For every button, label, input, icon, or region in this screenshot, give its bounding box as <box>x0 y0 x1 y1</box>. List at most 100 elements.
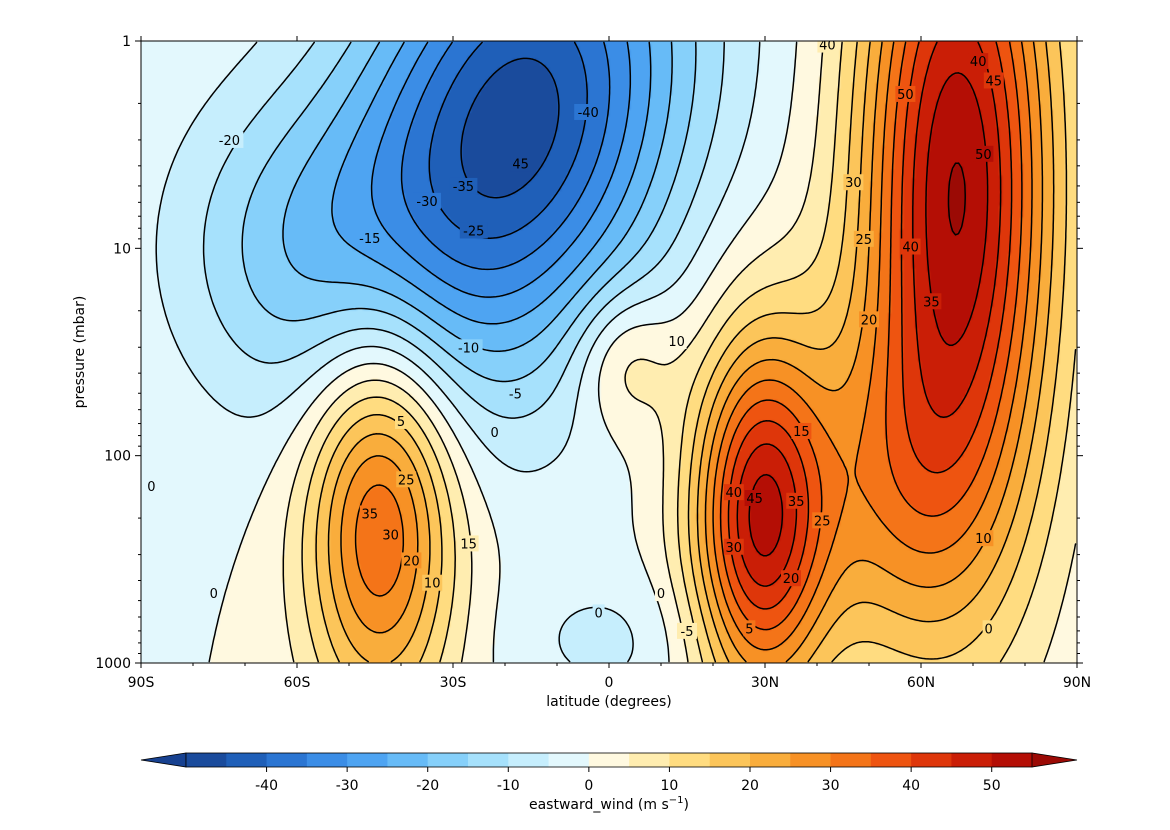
contour-label: 40 <box>726 486 743 501</box>
contour-label-background <box>380 526 401 543</box>
contour-label-background <box>145 477 158 494</box>
colorbar-swatch <box>629 753 670 767</box>
contour-label-background <box>207 585 220 602</box>
contour-label-background <box>983 72 1004 89</box>
colorbar-tick-label: -10 <box>497 778 520 794</box>
contour-label-background <box>574 103 603 120</box>
contour-label-background <box>488 424 501 441</box>
contour-line-15 <box>315 41 1068 663</box>
contour-label: 15 <box>793 425 810 440</box>
contour-label: 0 <box>147 480 155 495</box>
colorbar-swatch <box>186 753 227 767</box>
colorbar-swatch <box>588 753 630 767</box>
colorbar: -40 -30 -20 -10 0 10 20 30 40 50 <box>140 752 1078 794</box>
contour-label-background <box>859 311 879 328</box>
contour-label: 35 <box>362 507 379 522</box>
contour-line-0 <box>208 41 798 663</box>
colorbar-tick-label: -30 <box>336 778 359 794</box>
contour-label: 0 <box>490 426 498 441</box>
contour-label: 5 <box>397 415 405 430</box>
contour-label-background <box>744 489 765 506</box>
contour-line-45 <box>736 41 1002 587</box>
x-tick-label: 60N <box>907 675 935 691</box>
colorbar-swatch <box>911 753 952 767</box>
contour-label: 40 <box>819 39 836 54</box>
contour-label-background <box>395 412 407 429</box>
x-axis: 90S 60S 30S 0 30N 60N 90N <box>128 36 1091 691</box>
y-tick-label: 1000 <box>95 656 131 672</box>
colorbar-extend-high <box>1031 752 1078 768</box>
contour-label-background <box>454 339 483 356</box>
colorbar-tick-label: 50 <box>983 778 1001 794</box>
y-axis-label: pressure (mbar) <box>72 296 88 409</box>
contour-label: 25 <box>398 473 415 488</box>
contour-label-background <box>401 552 422 569</box>
colorbar-tick-label: -40 <box>255 778 278 794</box>
colorbar-swatch <box>709 753 751 767</box>
contour-label: 10 <box>424 577 441 592</box>
colorbar-tick-label: -20 <box>416 778 439 794</box>
colorbar-swatch <box>750 753 791 767</box>
contour-line-35 <box>719 41 1023 631</box>
contour-label-background <box>973 145 994 162</box>
contour-label: 35 <box>923 295 940 310</box>
contour-label-background <box>666 333 687 350</box>
colorbar-swatch <box>306 753 348 767</box>
contour-field <box>141 41 1077 663</box>
contour-label-background <box>743 620 756 637</box>
contour-label: 0 <box>594 606 602 621</box>
colorbar-label-text: eastward_wind (m s <box>529 797 669 813</box>
contour-label-background <box>900 238 921 255</box>
contour-lines <box>155 41 1077 663</box>
colorbar-label-close: ) <box>684 797 689 813</box>
contour-label: 25 <box>814 514 831 529</box>
x-tick-label: 90N <box>1063 675 1091 691</box>
contour-label: 0 <box>657 587 665 602</box>
contour-label: -40 <box>578 106 599 121</box>
contour-label-background <box>812 512 833 529</box>
contour-label: 20 <box>403 554 420 569</box>
contour-label-background <box>781 570 801 587</box>
contour-label: 50 <box>897 88 914 103</box>
contour-label-background <box>422 574 443 591</box>
colorbar-tick-label: 20 <box>741 778 759 794</box>
colorbar-swatch <box>870 753 912 767</box>
colorbar-swatch <box>266 753 308 767</box>
contour-label: -15 <box>359 232 380 247</box>
contour-label-background <box>723 484 744 501</box>
colorbar-swatch <box>387 753 429 767</box>
contour-label: 10 <box>668 335 685 350</box>
contour-line--35 <box>400 41 611 271</box>
colorbar-tick-label: 30 <box>822 778 840 794</box>
colorbar-tick-label: 40 <box>902 778 920 794</box>
contour-label-background <box>677 622 697 639</box>
contour-label: 20 <box>783 572 800 587</box>
contour-label: -20 <box>219 134 240 149</box>
contour-line--20 <box>282 41 673 353</box>
contour-label: 5 <box>745 622 753 637</box>
contour-label: -5 <box>509 387 522 402</box>
contour-label-background <box>359 505 380 522</box>
contour-label-background <box>459 222 488 239</box>
x-axis-label: latitude (degrees) <box>546 694 671 710</box>
contour-label: 40 <box>902 241 919 256</box>
y-tick-label: 10 <box>113 241 131 257</box>
plot-area: -20-4045-35-30-25-15-10-5502535302015100… <box>140 39 1078 664</box>
contour-label-background <box>982 620 995 637</box>
contour-label: 45 <box>746 492 763 507</box>
contour-label: 30 <box>382 528 399 543</box>
colorbar-label: eastward_wind (m s−1) <box>529 795 689 813</box>
contour-label: 0 <box>984 622 992 637</box>
contour-label-background <box>853 230 874 247</box>
colorbar-swatch <box>347 753 388 767</box>
colorbar-swatch <box>548 753 590 767</box>
contour-line-55 <box>947 162 966 236</box>
contour-labels: -20-4045-35-30-25-15-10-5502535302015100… <box>145 39 1004 640</box>
contour-label: 40 <box>970 55 987 70</box>
contour-label: 0 <box>210 587 218 602</box>
contour-label-background <box>592 604 605 621</box>
contour-label-background <box>895 85 916 102</box>
contour-label-background <box>215 131 244 148</box>
contour-label-background <box>413 192 441 209</box>
